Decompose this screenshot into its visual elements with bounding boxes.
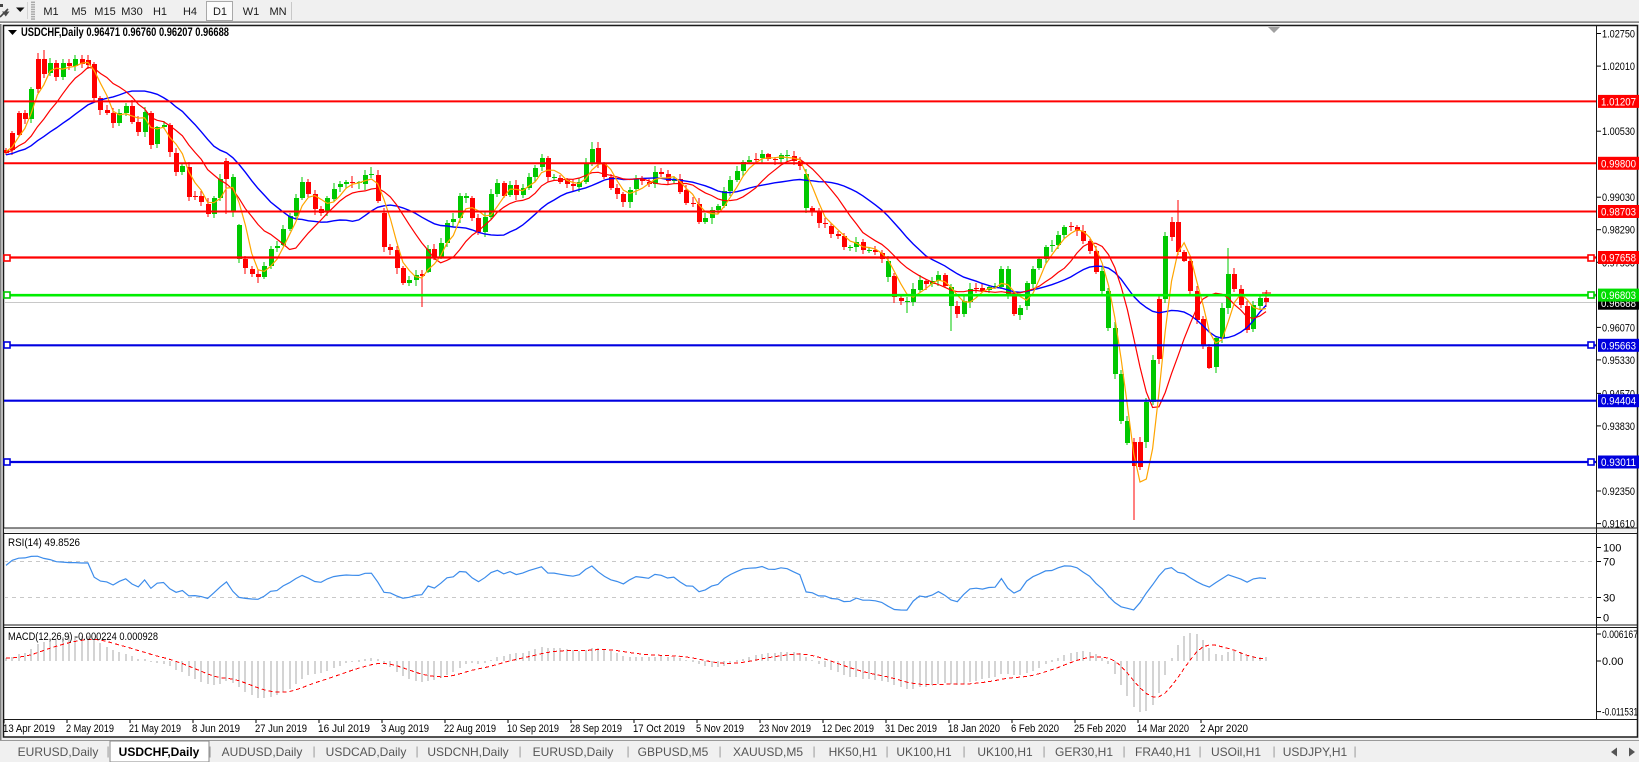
svg-text:M1: M1 <box>43 6 58 18</box>
svg-text:M15: M15 <box>94 6 115 18</box>
svg-text:0.99800: 0.99800 <box>1601 158 1636 170</box>
svg-text:10 Sep 2019: 10 Sep 2019 <box>507 723 559 735</box>
svg-text:USDCHF,Daily 0.96471 0.96760: USDCHF,Daily 0.96471 0.96760 0.96207 0.9… <box>21 25 229 39</box>
svg-text:|: | <box>518 744 521 758</box>
svg-text:2 May 2019: 2 May 2019 <box>66 723 114 735</box>
svg-text:MACD(12,26,9) -0.000224 0.0009: MACD(12,26,9) -0.000224 0.000928 <box>8 631 158 643</box>
svg-text:0.98703: 0.98703 <box>1601 207 1636 219</box>
svg-text:0.98290: 0.98290 <box>1602 225 1635 237</box>
svg-text:|: | <box>1042 744 1045 758</box>
svg-text:RSI(14) 49.8526: RSI(14) 49.8526 <box>8 537 80 549</box>
svg-text:D1: D1 <box>213 6 227 18</box>
svg-text:0.93830: 0.93830 <box>1602 421 1635 433</box>
svg-text:1.01207: 1.01207 <box>1601 96 1636 108</box>
svg-text:USDJPY,H1: USDJPY,H1 <box>1283 745 1348 759</box>
svg-text:UK100,H1: UK100,H1 <box>977 745 1033 759</box>
svg-text:1.02750: 1.02750 <box>1602 29 1635 41</box>
svg-text:HK50,H1: HK50,H1 <box>829 745 878 759</box>
svg-text:2 Apr 2020: 2 Apr 2020 <box>1200 723 1248 735</box>
svg-text:16 Jul 2019: 16 Jul 2019 <box>318 723 370 735</box>
svg-text:23 Nov 2019: 23 Nov 2019 <box>759 723 811 735</box>
svg-text:H1: H1 <box>153 6 167 18</box>
svg-text:W1: W1 <box>243 6 260 18</box>
svg-text:100: 100 <box>1603 543 1621 555</box>
svg-text:|: | <box>626 744 629 758</box>
svg-text:3 Aug 2019: 3 Aug 2019 <box>381 723 429 735</box>
svg-text:0.99030: 0.99030 <box>1602 192 1635 204</box>
svg-text:|: | <box>812 744 815 758</box>
svg-text:8 Jun 2019: 8 Jun 2019 <box>192 723 240 735</box>
svg-text:21 May 2019: 21 May 2019 <box>129 723 181 735</box>
svg-text:13 Apr 2019: 13 Apr 2019 <box>3 723 55 735</box>
svg-text:H4: H4 <box>183 6 197 18</box>
svg-text:0.91610: 0.91610 <box>1602 519 1635 531</box>
svg-text:|: | <box>1122 744 1125 758</box>
svg-text:AUDUSD,Daily: AUDUSD,Daily <box>222 745 303 759</box>
svg-text:0.97658: 0.97658 <box>1601 253 1636 265</box>
svg-text:USOil,H1: USOil,H1 <box>1211 745 1261 759</box>
svg-text:0.95330: 0.95330 <box>1602 355 1635 367</box>
svg-text:|: | <box>1272 744 1275 758</box>
svg-text:-0.011531: -0.011531 <box>1602 707 1638 719</box>
svg-text:EURUSD,Daily: EURUSD,Daily <box>18 745 99 759</box>
svg-text:GBPUSD,M5: GBPUSD,M5 <box>638 745 709 759</box>
svg-text:18 Jan 2020: 18 Jan 2020 <box>948 723 1000 735</box>
svg-text:MN: MN <box>269 6 286 18</box>
svg-text:EURUSD,Daily: EURUSD,Daily <box>533 745 614 759</box>
svg-text:XAUUSD,M5: XAUUSD,M5 <box>733 745 803 759</box>
svg-text:USDCAD,Daily: USDCAD,Daily <box>326 745 407 759</box>
svg-text:UK100,H1: UK100,H1 <box>896 745 952 759</box>
svg-text:FRA40,H1: FRA40,H1 <box>1135 745 1191 759</box>
svg-text:|: | <box>1353 744 1356 758</box>
svg-text:25 Feb 2020: 25 Feb 2020 <box>1074 723 1126 735</box>
svg-text:M5: M5 <box>71 6 86 18</box>
svg-text:|: | <box>312 744 315 758</box>
svg-text:1.02010: 1.02010 <box>1602 61 1635 73</box>
svg-text:|: | <box>1198 744 1201 758</box>
svg-text:|: | <box>208 744 211 758</box>
svg-text:30: 30 <box>1603 593 1615 605</box>
svg-text:0.96070: 0.96070 <box>1602 322 1635 334</box>
svg-text:0.94404: 0.94404 <box>1601 396 1636 408</box>
svg-text:0: 0 <box>1603 613 1609 625</box>
svg-text:0.96803: 0.96803 <box>1601 290 1636 302</box>
svg-text:28 Sep 2019: 28 Sep 2019 <box>570 723 622 735</box>
svg-text:70: 70 <box>1603 557 1615 569</box>
svg-text:1.00530: 1.00530 <box>1602 126 1635 138</box>
svg-text:0.92350: 0.92350 <box>1602 486 1635 498</box>
svg-text:|: | <box>106 744 109 758</box>
svg-text:USDCHF,Daily: USDCHF,Daily <box>119 745 200 759</box>
svg-text:|: | <box>718 744 721 758</box>
svg-text:0.006167: 0.006167 <box>1602 629 1638 641</box>
svg-text:14 Mar 2020: 14 Mar 2020 <box>1137 723 1189 735</box>
svg-text:0.00: 0.00 <box>1602 656 1623 668</box>
svg-text:M30: M30 <box>121 6 142 18</box>
svg-text:|: | <box>885 744 888 758</box>
svg-text:27 Jun 2019: 27 Jun 2019 <box>255 723 307 735</box>
svg-text:GER30,H1: GER30,H1 <box>1055 745 1113 759</box>
svg-text:USDCNH,Daily: USDCNH,Daily <box>427 745 508 759</box>
svg-text:|: | <box>962 744 965 758</box>
svg-text:6 Feb 2020: 6 Feb 2020 <box>1011 723 1059 735</box>
svg-text:17 Oct 2019: 17 Oct 2019 <box>633 723 685 735</box>
svg-text:0.93011: 0.93011 <box>1601 457 1636 469</box>
svg-text:0.95663: 0.95663 <box>1601 340 1636 352</box>
svg-text:31 Dec 2019: 31 Dec 2019 <box>885 723 937 735</box>
svg-text:12 Dec 2019: 12 Dec 2019 <box>822 723 874 735</box>
svg-text:5 Nov 2019: 5 Nov 2019 <box>696 723 744 735</box>
svg-text:22 Aug 2019: 22 Aug 2019 <box>444 723 496 735</box>
svg-text:|: | <box>415 744 418 758</box>
